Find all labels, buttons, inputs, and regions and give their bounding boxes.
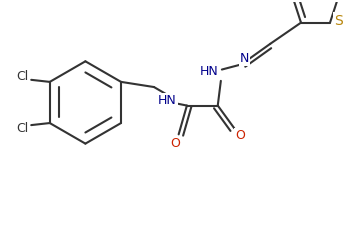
Text: S: S — [334, 14, 342, 28]
Text: Cl: Cl — [16, 70, 28, 83]
Text: N: N — [240, 52, 249, 65]
Text: HN: HN — [158, 94, 177, 107]
Text: Cl: Cl — [16, 122, 28, 135]
Text: O: O — [171, 137, 180, 150]
Text: HN: HN — [200, 65, 219, 78]
Text: O: O — [235, 129, 245, 142]
